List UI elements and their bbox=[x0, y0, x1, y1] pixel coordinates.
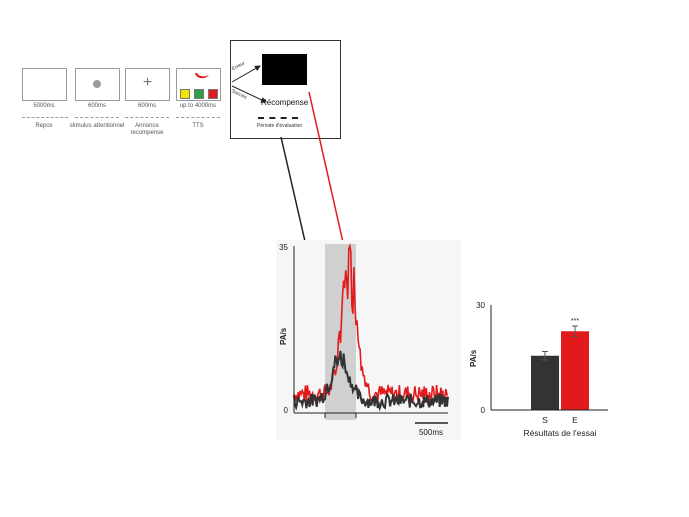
target-green-square bbox=[194, 89, 204, 99]
timeline-divider bbox=[176, 117, 220, 118]
evaluation-dash bbox=[258, 117, 298, 119]
psth-chart: 35 0 PA/s 500ms bbox=[279, 242, 449, 437]
evaluation-label: Période d'évaluation bbox=[257, 123, 303, 129]
error-bar-s bbox=[542, 351, 548, 361]
target-panel bbox=[176, 68, 221, 101]
reward-label: Récompense bbox=[261, 98, 309, 107]
duration-stimulus: 600ms bbox=[87, 103, 106, 109]
error-bar-e bbox=[572, 325, 578, 337]
label-target: TTS bbox=[192, 123, 204, 129]
psth-y-tick-zero: 0 bbox=[284, 406, 289, 415]
rest-panel bbox=[22, 68, 67, 101]
bar-category-label: E bbox=[572, 415, 578, 425]
timeline-divider bbox=[75, 117, 119, 118]
bar-y-tick-zero: 0 bbox=[481, 406, 486, 415]
reward-announce-panel: + bbox=[125, 68, 170, 101]
bar-x-label: Résultats de l'essai bbox=[524, 428, 597, 438]
bar-category-label: S bbox=[542, 415, 548, 425]
bar-y-tick-max: 30 bbox=[476, 301, 485, 310]
bar-e bbox=[561, 331, 589, 410]
error-screen bbox=[262, 54, 307, 85]
duration-announce: 600ms bbox=[137, 103, 156, 109]
target-red-square bbox=[208, 89, 218, 99]
label-announce: Annonce recompense bbox=[130, 123, 164, 136]
feedback-arrows bbox=[231, 65, 267, 103]
fixation-dot-icon bbox=[93, 80, 101, 88]
bar-s bbox=[531, 355, 559, 410]
success-arrow bbox=[231, 85, 267, 103]
error-arrow bbox=[231, 65, 261, 83]
timeline-divider bbox=[22, 117, 68, 118]
psth-y-label: PA/s bbox=[279, 327, 288, 345]
target-yellow-square bbox=[180, 89, 190, 99]
error-trace bbox=[293, 242, 449, 406]
label-rest: Repos bbox=[35, 123, 53, 129]
psth-scale-bar-label: 500ms bbox=[419, 428, 443, 437]
psth-y-tick-max: 35 bbox=[279, 243, 288, 252]
outcome-bar-chart: S E *** 30 0 PA/s Résultats de l'essai bbox=[469, 301, 608, 438]
duration-rest: 5000ms bbox=[33, 103, 55, 109]
plus-icon: + bbox=[142, 74, 153, 91]
success-trace bbox=[293, 350, 449, 412]
pepper-icon bbox=[195, 73, 209, 79]
label-stimulus: stimulus attentionnel bbox=[69, 123, 125, 129]
feedback-box: Récompense Période d'évaluation bbox=[230, 40, 341, 139]
significance-marker: *** bbox=[571, 318, 579, 325]
attention-stimulus-panel bbox=[75, 68, 120, 101]
bar-y-label: PA/s bbox=[469, 349, 478, 367]
duration-target: up to 4000ms bbox=[179, 103, 217, 109]
timeline-divider bbox=[125, 117, 169, 118]
